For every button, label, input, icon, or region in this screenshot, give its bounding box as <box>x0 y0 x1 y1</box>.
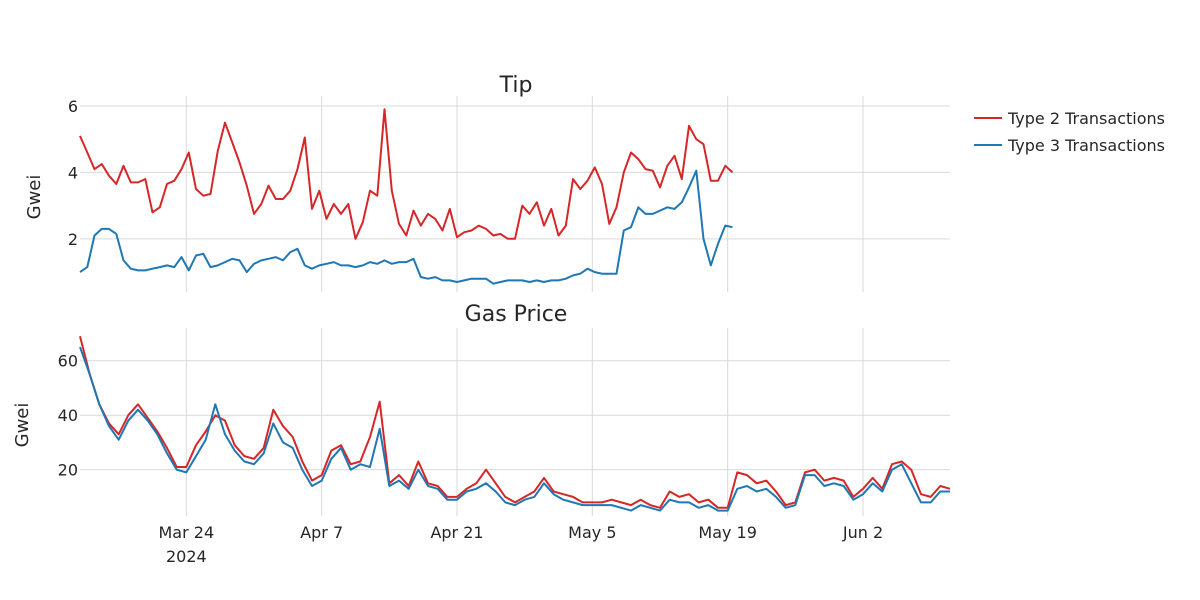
gas-price-lines <box>79 335 951 512</box>
x-tick-label: Apr 7 <box>300 523 343 542</box>
gas-price-series-type2-line <box>79 335 951 509</box>
tip-lines <box>79 108 734 285</box>
x-tick-label: Mar 24 <box>159 523 215 542</box>
gas-price-y-tick-label: 60 <box>58 352 78 371</box>
legend: Type 2 Transactions Type 3 Transactions <box>974 109 1165 155</box>
gas-price-y-tick-label: 40 <box>58 406 78 425</box>
x-tick-label: May 5 <box>568 523 616 542</box>
gas-y-ticks: 20 40 60 <box>58 352 78 480</box>
gas-price-panel: 20 40 60 Gas Price Gwei Mar 24 2024 Apr 7 Apr… <box>12 302 951 566</box>
gas-price-y-axis-label: Gwei <box>12 403 33 448</box>
x-axis-ticks: Mar 24 2024 Apr 7 Apr 21 May 5 May 19 Jun 2 <box>159 523 884 566</box>
gas-grid <box>80 328 950 516</box>
legend-label-type3: Type 3 Transactions <box>1007 136 1165 155</box>
x-tick-label: Jun 2 <box>842 523 883 542</box>
tip-y-tick-label: 6 <box>68 97 78 116</box>
tip-series-type2-line <box>79 108 734 240</box>
gas-price-series-type3-line <box>79 346 950 512</box>
x-tick-year-label: 2024 <box>166 547 207 566</box>
tip-y-tick-label: 2 <box>68 230 78 249</box>
tip-y-tick-label: 4 <box>68 163 78 182</box>
gas-price-title: Gas Price <box>465 302 568 327</box>
legend-label-type2: Type 2 Transactions <box>1007 109 1165 128</box>
tip-y-axis-label: Gwei <box>24 175 45 220</box>
tip-panel: 2 4 6 Tip Gwei <box>24 73 950 292</box>
x-tick-label: Apr 21 <box>430 523 483 542</box>
tip-series-type3-line <box>79 169 733 285</box>
gas-price-y-tick-label: 20 <box>58 461 78 480</box>
x-tick-label: May 19 <box>698 523 757 542</box>
tip-y-ticks: 2 4 6 <box>68 97 78 249</box>
tip-title: Tip <box>499 73 533 98</box>
